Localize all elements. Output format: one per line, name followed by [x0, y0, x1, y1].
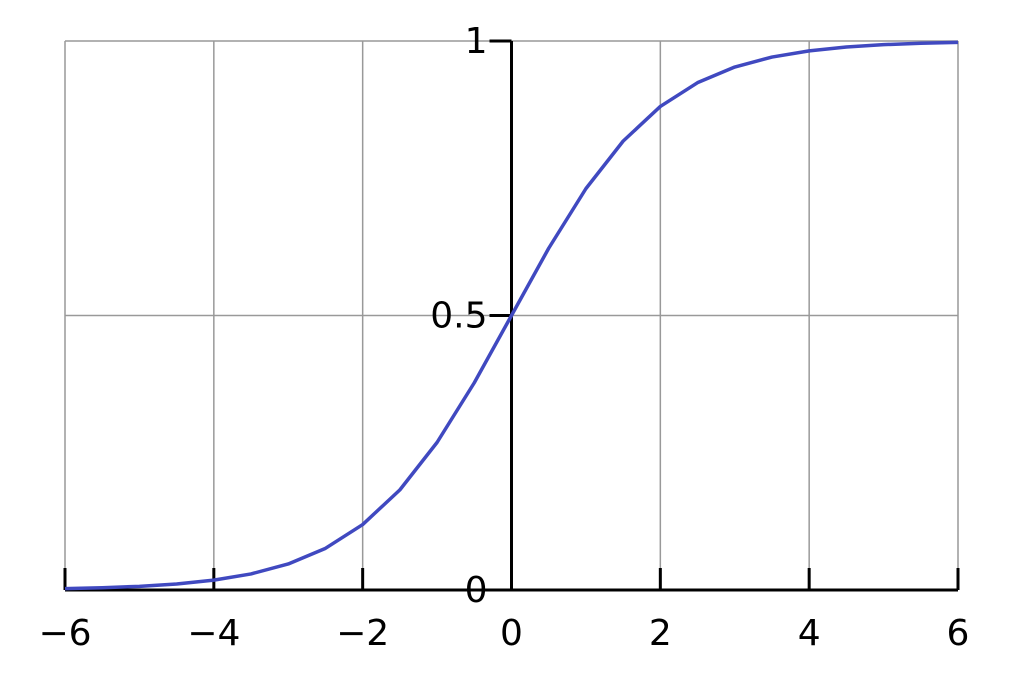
x-tick-label: −4 — [187, 613, 240, 654]
y-tick-label: 0 — [465, 570, 488, 611]
x-tick-label: −2 — [336, 613, 389, 654]
x-tick-label: 0 — [500, 613, 523, 654]
x-tick-label: 2 — [649, 613, 672, 654]
x-tick-label: 6 — [947, 613, 970, 654]
y-tick-label: 0.5 — [430, 296, 487, 337]
curve — [64, 40, 959, 591]
x-tick-label: 4 — [798, 613, 821, 654]
x-tick-label: −6 — [38, 613, 91, 654]
y-tick-label: 1 — [465, 21, 488, 62]
